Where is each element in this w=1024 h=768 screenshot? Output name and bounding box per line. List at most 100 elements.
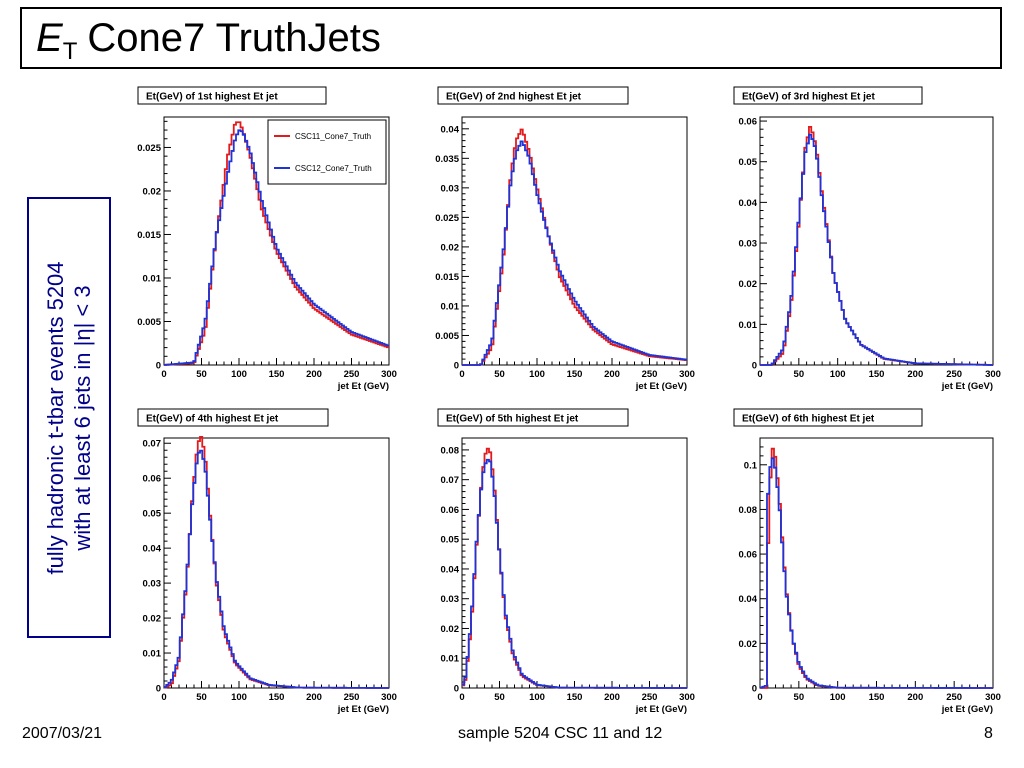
y-tick-label: 0.03 <box>143 579 162 590</box>
y-tick-label: 0.05 <box>441 535 460 546</box>
y-tick-label: 0 <box>752 684 757 695</box>
footer-page-number: 8 <box>984 725 993 742</box>
y-tick-label: 0.04 <box>441 124 460 135</box>
plot-frame <box>759 437 994 689</box>
chart-title: Et(GeV) of 2nd highest Et jet <box>446 92 582 103</box>
x-tick-label: 200 <box>907 369 923 380</box>
x-tick-label: 0 <box>757 369 762 380</box>
x-axis-label: jet Et (GeV) <box>337 704 389 715</box>
x-tick-label: 150 <box>869 692 885 703</box>
x-tick-label: 250 <box>642 692 658 703</box>
x-tick-label: 250 <box>344 369 360 380</box>
y-tick-label: 0.01 <box>143 649 162 660</box>
x-tick-label: 50 <box>794 369 805 380</box>
x-tick-label: 50 <box>494 369 505 380</box>
legend-entry-csc12: CSC12_Cone7_Truth <box>295 164 372 173</box>
y-tick-label: 0.07 <box>441 475 460 486</box>
y-tick-label: 0 <box>454 361 459 372</box>
x-tick-label: 100 <box>231 692 247 703</box>
y-tick-label: 0.06 <box>739 550 758 561</box>
x-tick-label: 250 <box>642 369 658 380</box>
chart-title-box <box>733 86 923 105</box>
y-tick-label: 0.05 <box>739 157 758 168</box>
y-tick-label: 0.025 <box>137 143 161 154</box>
y-tick-label: 0.03 <box>441 183 460 194</box>
y-tick-label: 0.1 <box>744 460 758 471</box>
x-axis-label: jet Et (GeV) <box>941 381 993 392</box>
chart-title: Et(GeV) of 5th highest Et jet <box>446 414 579 425</box>
y-tick-label: 0 <box>752 361 757 372</box>
footer-date: 2007/03/21 <box>22 725 103 742</box>
y-tick-label: 0.04 <box>143 544 162 555</box>
x-tick-label: 50 <box>494 692 505 703</box>
x-tick-label: 50 <box>794 692 805 703</box>
x-tick-label: 0 <box>161 369 166 380</box>
chart-title-box <box>437 86 629 105</box>
legend-entry-csc11: CSC11_Cone7_Truth <box>295 132 371 141</box>
x-axis-label: jet Et (GeV) <box>635 704 687 715</box>
x-tick-label: 250 <box>344 692 360 703</box>
chart-panel-2: Et(GeV) of 2nd highest Et jet 0 50 100 150 20… <box>435 86 695 392</box>
legend-box <box>267 119 387 185</box>
x-tick-label: 100 <box>529 692 545 703</box>
y-tick-label: 0.035 <box>435 154 459 165</box>
y-tick-label: 0.06 <box>739 117 758 128</box>
y-tick-label: 0.005 <box>137 317 161 328</box>
x-axis-label: jet Et (GeV) <box>941 704 993 715</box>
y-tick-label: 0.02 <box>143 186 162 197</box>
y-tick-label: 0.005 <box>435 331 459 342</box>
histogram-csc11 <box>164 121 389 366</box>
x-tick-label: 100 <box>529 369 545 380</box>
x-tick-label: 100 <box>830 369 846 380</box>
x-tick-label: 250 <box>946 692 962 703</box>
title-t-subscript: T <box>62 38 78 65</box>
side-caption-box: fully hadronic t-tbar events 5204 with a… <box>27 197 111 638</box>
slide-title-box: ET Cone7 TruthJets <box>20 7 1002 69</box>
x-tick-label: 150 <box>567 692 583 703</box>
x-tick-label: 50 <box>196 692 207 703</box>
chart-title: Et(GeV) of 6th highest Et jet <box>742 414 875 425</box>
y-tick-label: 0.08 <box>739 505 758 516</box>
chart-title-box <box>137 408 329 427</box>
x-tick-label: 200 <box>306 692 322 703</box>
histogram-csc12 <box>462 140 687 366</box>
y-tick-label: 0.01 <box>441 301 460 312</box>
y-tick-label: 0.03 <box>739 239 758 250</box>
chart-title-box <box>137 86 327 105</box>
y-tick-label: 0.06 <box>441 505 460 516</box>
y-tick-label: 0.02 <box>739 279 758 290</box>
plot-frame <box>461 437 688 689</box>
y-tick-label: 0 <box>454 684 459 695</box>
x-tick-label: 150 <box>869 369 885 380</box>
x-tick-label: 150 <box>269 369 285 380</box>
y-tick-label: 0.03 <box>441 594 460 605</box>
plot-frame <box>163 437 390 689</box>
y-tick-label: 0.02 <box>441 624 460 635</box>
x-tick-label: 200 <box>907 692 923 703</box>
y-tick-label: 0.01 <box>143 273 162 284</box>
x-tick-label: 50 <box>196 369 207 380</box>
y-tick-label: 0.015 <box>137 230 161 241</box>
y-tick-label: 0.07 <box>143 439 162 450</box>
chart-title-box <box>437 408 629 427</box>
x-tick-label: 150 <box>567 369 583 380</box>
chart-panel-5: Et(GeV) of 5th highest Et jet 0 50 100 150 20… <box>437 408 695 715</box>
x-tick-label: 300 <box>985 692 1001 703</box>
title-e-symbol: E <box>36 16 63 60</box>
plot-frame <box>461 116 688 366</box>
histogram-csc12 <box>164 129 389 366</box>
histogram-csc12 <box>164 449 389 689</box>
y-tick-label: 0.025 <box>435 213 459 224</box>
chart-panel-3: Et(GeV) of 3rd highest Et jet 0 50 100 150 20… <box>733 86 1001 392</box>
x-tick-label: 300 <box>381 369 397 380</box>
y-tick-label: 0.06 <box>143 474 162 485</box>
x-tick-label: 200 <box>306 369 322 380</box>
y-tick-label: 0.08 <box>441 445 460 456</box>
y-tick-label: 0.05 <box>143 509 162 520</box>
x-tick-label: 100 <box>231 369 247 380</box>
histogram-csc12 <box>760 133 993 366</box>
plot-frame <box>759 116 994 366</box>
y-tick-label: 0.015 <box>435 272 459 283</box>
slide-title: ET Cone7 TruthJets <box>36 15 381 75</box>
x-tick-label: 0 <box>459 369 464 380</box>
